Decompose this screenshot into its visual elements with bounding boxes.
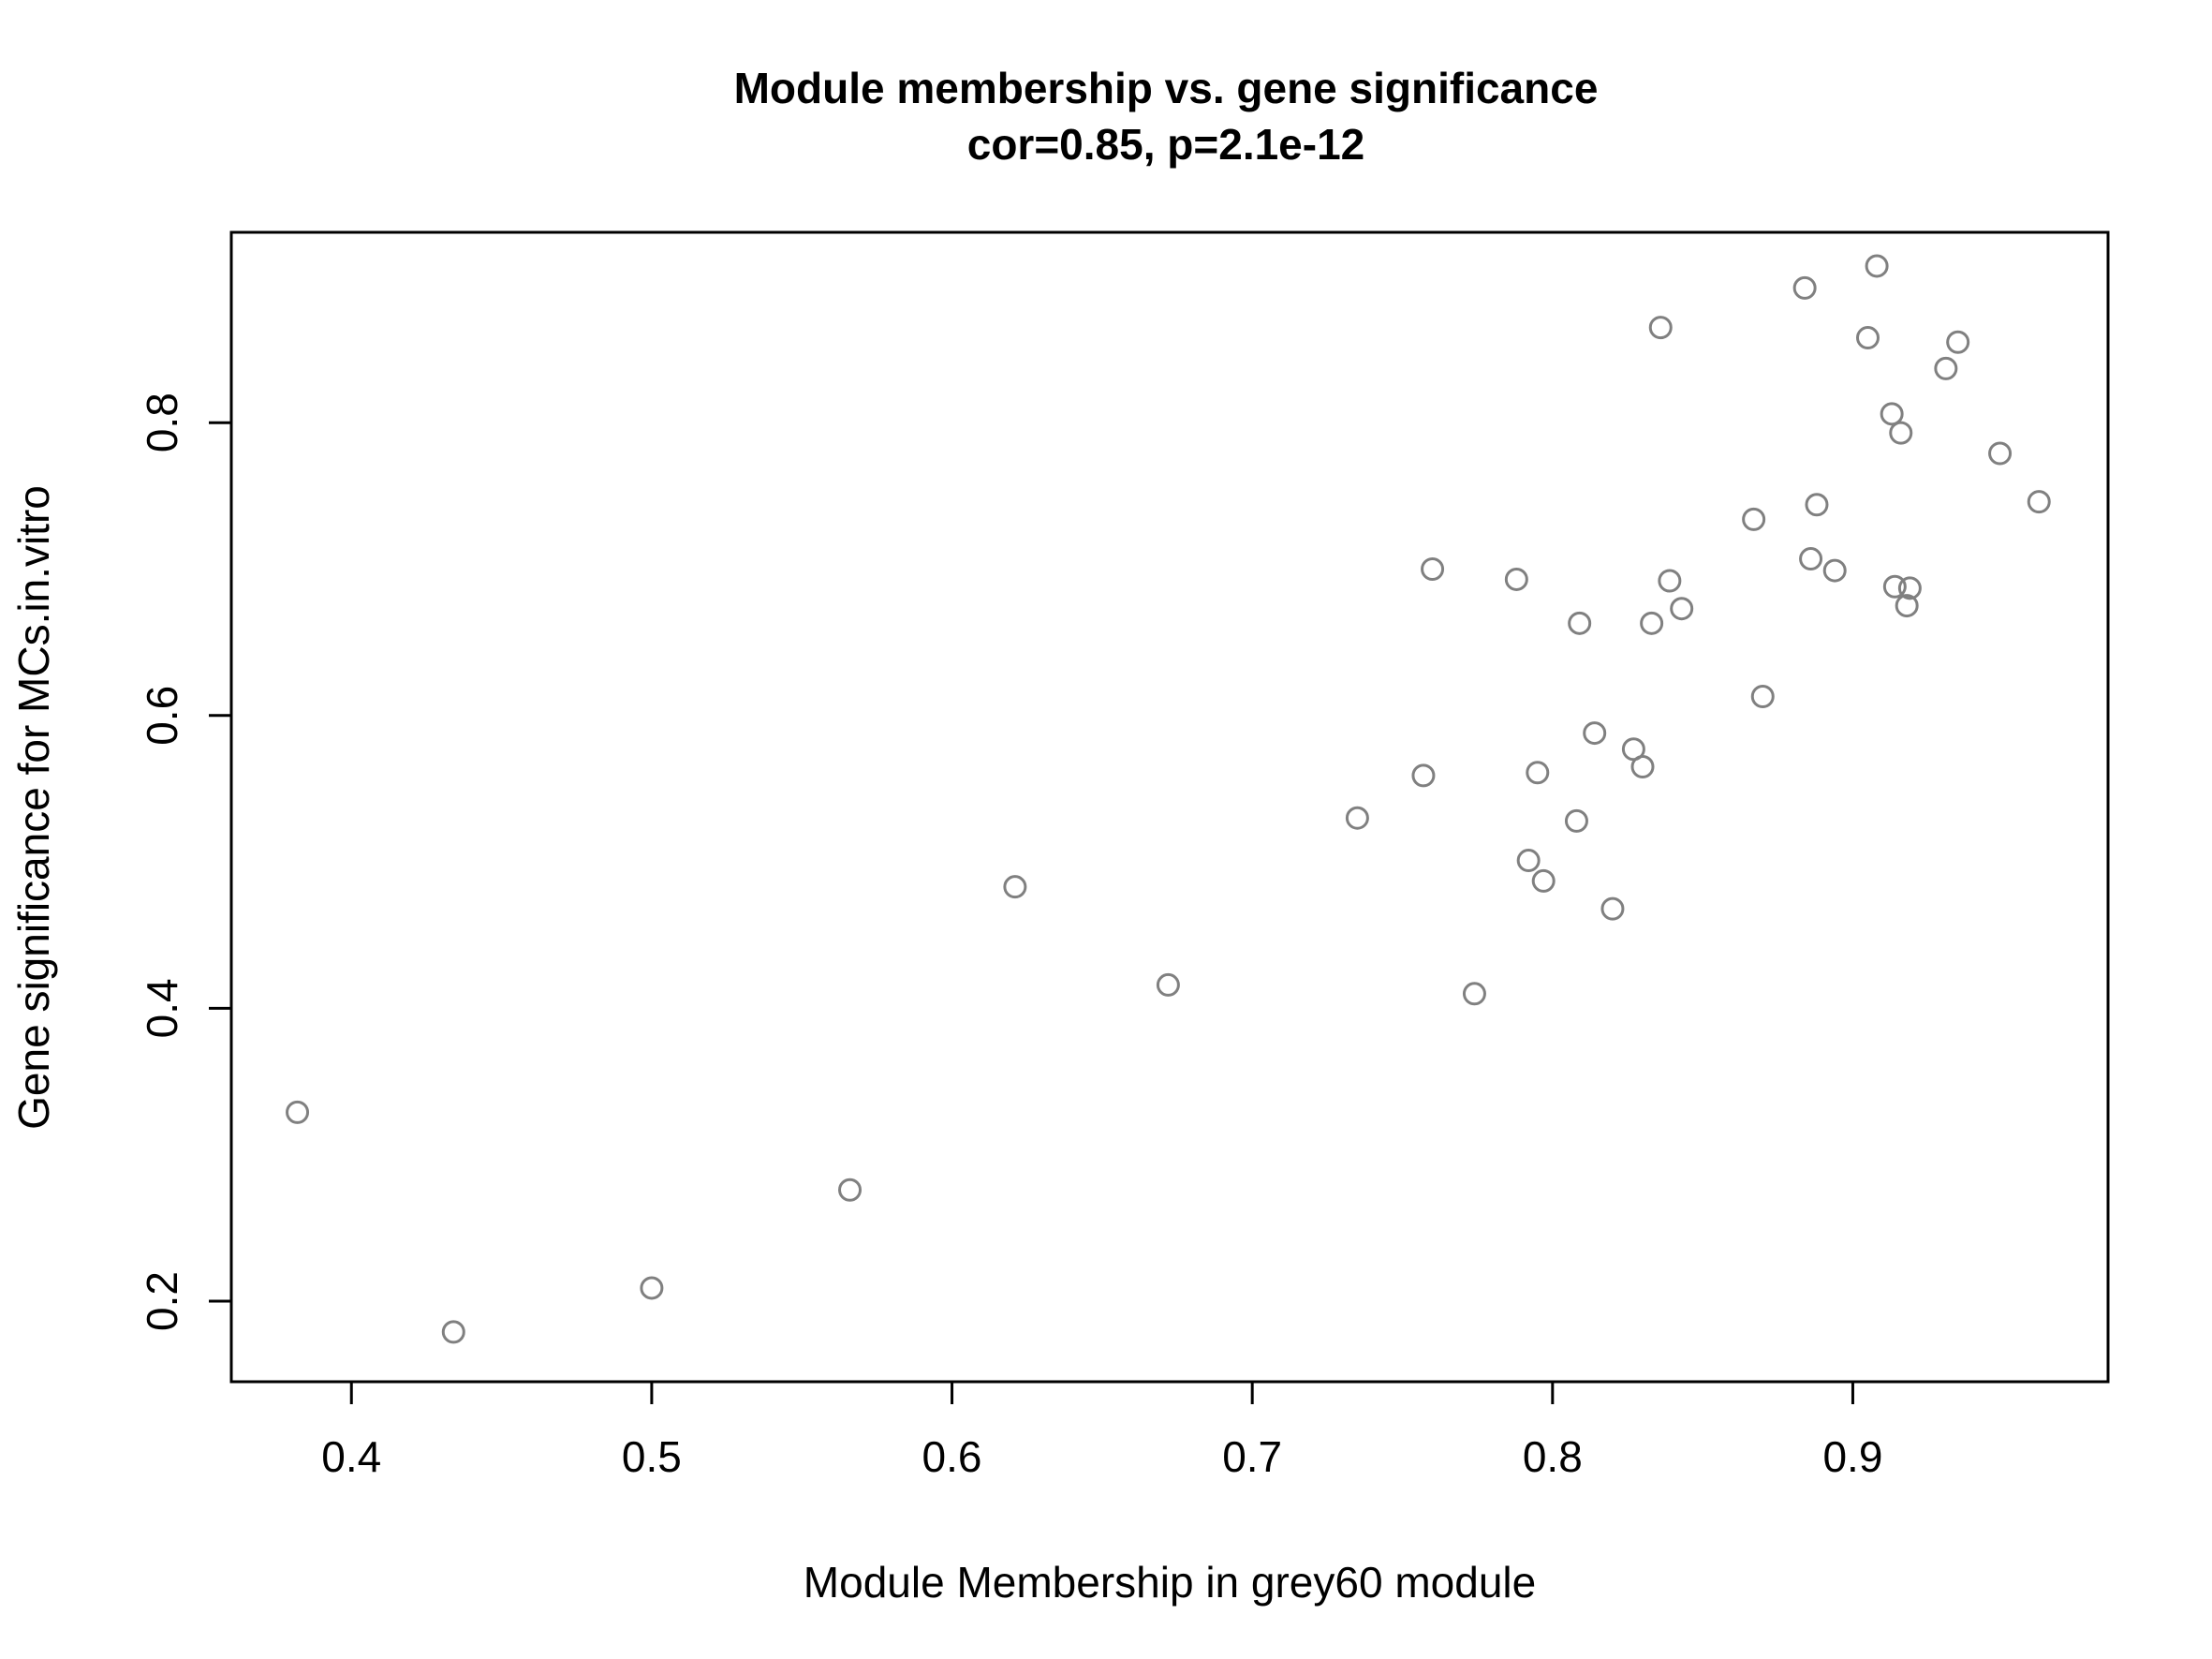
data-point	[1640, 611, 1664, 635]
data-point	[1462, 982, 1486, 1006]
data-point	[1630, 755, 1655, 779]
data-point	[1516, 849, 1541, 873]
data-point	[1504, 567, 1528, 591]
data-point	[1799, 547, 1823, 571]
data-point	[1895, 594, 1919, 618]
data-point	[838, 1178, 863, 1202]
data-point	[1889, 421, 1913, 445]
data-point	[2027, 490, 2051, 514]
data-point	[1583, 721, 1607, 746]
plot-frame	[229, 230, 2110, 1384]
data-point	[1648, 316, 1673, 340]
x-tick-label: 0.6	[922, 1432, 982, 1481]
y-tick-label: 0.8	[138, 393, 186, 452]
data-point	[1345, 806, 1369, 830]
data-points	[286, 254, 2051, 1344]
y-axis-label: Gene significance for MCs.in.vitro	[9, 485, 58, 1130]
y-tick-label: 0.6	[138, 686, 186, 746]
y-axis: 0.2 0.4 0.6 0.8	[138, 393, 233, 1331]
data-point	[1822, 558, 1847, 583]
x-tick-label: 0.4	[321, 1432, 381, 1481]
x-tick-label: 0.7	[1222, 1432, 1282, 1481]
data-point	[640, 1276, 664, 1300]
x-axis-label: Module Membership in grey60 module	[804, 1558, 1536, 1607]
data-point	[1946, 330, 1970, 354]
data-point	[1880, 402, 1904, 426]
chart-title: Module membership vs. gene significance	[734, 64, 1599, 112]
y-tick-label: 0.4	[138, 978, 186, 1038]
data-point	[1792, 275, 1817, 300]
data-point	[1897, 576, 1922, 600]
x-tick-label: 0.5	[622, 1432, 682, 1481]
x-tick-label: 0.8	[1523, 1432, 1583, 1481]
data-point	[1531, 868, 1556, 893]
data-point	[1742, 507, 1766, 531]
data-point	[1855, 326, 1880, 350]
chart-subtitle: cor=0.85, p=2.1e-12	[967, 120, 1365, 169]
x-tick-label: 0.9	[1822, 1432, 1882, 1481]
data-point	[1526, 761, 1550, 785]
data-point	[441, 1320, 465, 1344]
x-axis: 0.4 0.5 0.6 0.7 0.8 0.9	[321, 1380, 1882, 1481]
data-point	[1882, 574, 1907, 599]
data-point	[1658, 569, 1682, 593]
data-point	[1156, 972, 1180, 997]
data-point	[1568, 611, 1592, 635]
data-point	[286, 1100, 310, 1124]
data-point	[1750, 684, 1775, 708]
data-point	[1564, 808, 1588, 833]
data-point	[1805, 493, 1829, 517]
data-point	[1670, 597, 1694, 621]
data-point	[1003, 875, 1027, 899]
data-point	[1600, 896, 1625, 921]
data-point	[1988, 441, 2013, 466]
data-point	[1865, 254, 1889, 278]
data-point	[1411, 763, 1436, 788]
data-point	[1421, 557, 1445, 582]
y-tick-label: 0.2	[138, 1271, 186, 1331]
data-point	[1934, 356, 1958, 380]
